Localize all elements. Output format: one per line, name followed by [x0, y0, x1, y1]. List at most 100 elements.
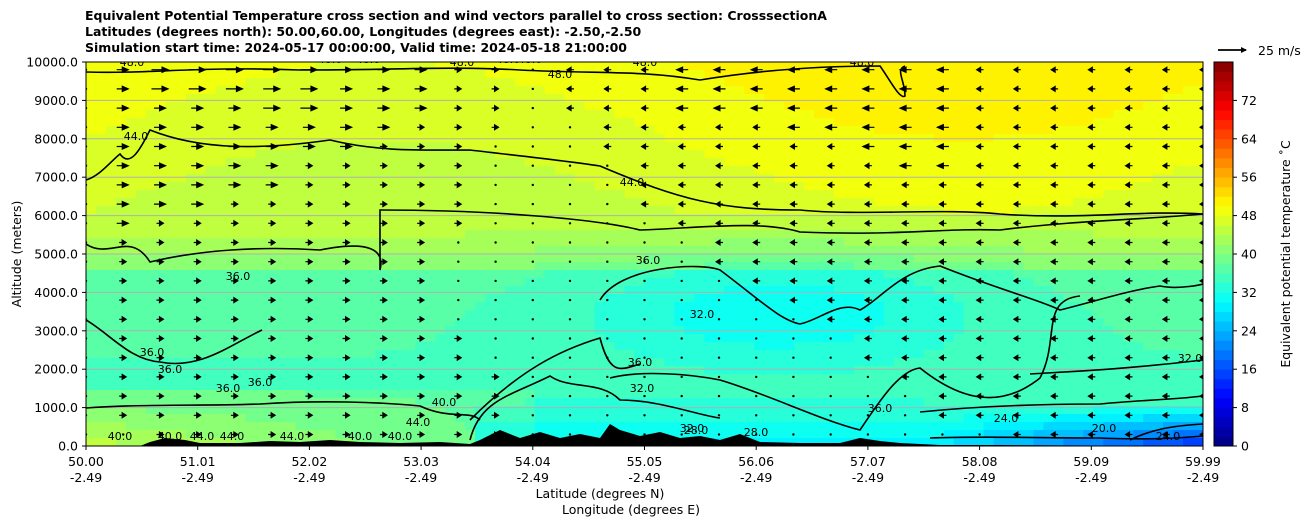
x-axis-label-2: Longitude (degrees E): [562, 502, 700, 517]
wind-vector: [643, 222, 646, 225]
colorbar-segment: [1214, 263, 1233, 274]
wind-vector: [1124, 181, 1133, 189]
wind-vector: [1161, 354, 1170, 362]
wind-vector: [342, 239, 351, 246]
wind-vector: [1124, 373, 1133, 381]
wind-vector: [715, 181, 723, 189]
wind-vector: [531, 298, 534, 302]
wind-vector: [305, 200, 314, 208]
wind-vector: [417, 143, 426, 150]
contour-line-10: [919, 395, 1203, 413]
wind-vector: [1124, 85, 1133, 93]
wind-vector: [454, 66, 463, 74]
wind-vector: [1050, 258, 1059, 266]
colorbar: 0 8 16 24 32 40 48 56 64 72: [1213, 61, 1257, 454]
wind-vector: [568, 164, 572, 167]
wind-vector: [228, 143, 242, 150]
wind-vector: [755, 394, 758, 398]
colorbar-segment: [1214, 100, 1233, 111]
x-tick-lat-6: 56.06: [738, 454, 774, 469]
wind-vector: [680, 375, 683, 379]
wind-vector: [752, 258, 761, 266]
x-axis: 50.00-2.4951.01-2.4952.02-2.4953.03-2.49…: [68, 446, 1221, 485]
wind-vector: [494, 337, 497, 340]
wind-vector: [454, 162, 463, 170]
wind-vector: [1012, 66, 1021, 74]
contour-line-1: [86, 128, 1203, 217]
wind-vector: [789, 200, 798, 208]
wind-vector: [1124, 335, 1133, 342]
colorbar-segment: [1214, 81, 1233, 92]
quiver-key: 25 m/s: [1218, 43, 1301, 58]
wind-vector: [903, 433, 907, 436]
wind-vector: [717, 356, 721, 359]
wind-vector: [342, 296, 351, 304]
wind-vector: [193, 258, 202, 266]
wind-vector: [1087, 373, 1096, 381]
wind-vector: [188, 66, 207, 74]
wind-vector: [824, 123, 838, 131]
wind-vector: [568, 145, 572, 148]
colorbar-segment: [1214, 398, 1233, 408]
wind-vector: [1087, 431, 1096, 438]
wind-vector: [417, 123, 426, 131]
contour-label-11: 36.0: [226, 270, 251, 283]
colorbar-segment: [1214, 388, 1233, 399]
wind-vector: [568, 279, 572, 283]
wind-vector: [342, 219, 351, 227]
wind-vector: [975, 181, 984, 189]
wind-vector: [1161, 296, 1170, 304]
wind-vector: [119, 296, 128, 304]
wind-vector: [230, 258, 239, 266]
wind-vector: [305, 258, 314, 266]
wind-vector: [938, 373, 947, 381]
wind-vector: [938, 315, 947, 323]
wind-vector: [863, 219, 872, 227]
wind-vector: [268, 373, 277, 381]
wind-vector: [606, 394, 609, 398]
contour-line-2: [86, 209, 1203, 271]
wind-vector: [752, 219, 761, 227]
wind-vector: [789, 296, 798, 304]
wind-vector: [789, 239, 798, 246]
wind-vector: [417, 181, 426, 189]
colorbar-segment: [1214, 273, 1233, 284]
contour-line-6: [609, 295, 1081, 431]
wind-vector: [715, 143, 723, 150]
wind-vector: [606, 164, 609, 167]
wind-vector: [494, 356, 497, 359]
wind-vector: [1124, 200, 1133, 208]
wind-vector: [156, 219, 165, 227]
wind-vector: [792, 318, 795, 321]
x-axis-label: Latitude (degrees N): [536, 486, 665, 501]
wind-vector: [417, 219, 426, 227]
wind-vector: [1012, 104, 1021, 112]
wind-vector: [154, 123, 167, 131]
y-tick-label-5: 5000.0: [34, 247, 78, 262]
wind-vector: [1012, 181, 1021, 189]
wind-vector: [863, 335, 872, 342]
wind-vector: [975, 162, 984, 170]
contour-line-12: [1129, 423, 1203, 441]
wind-vector: [755, 414, 758, 417]
wind-vector: [379, 373, 388, 381]
wind-vector: [755, 356, 758, 359]
wind-vector: [715, 219, 723, 227]
wind-vector: [941, 433, 944, 436]
wind-vector: [1199, 297, 1203, 303]
wind-vector: [156, 258, 165, 266]
wind-vector: [1124, 123, 1133, 131]
wind-vector: [531, 394, 534, 398]
wind-vector: [755, 298, 758, 302]
wind-vector: [531, 375, 534, 379]
wind-vector: [640, 162, 649, 170]
wind-vector: [606, 298, 609, 302]
wind-vector: [826, 219, 835, 227]
wind-vector: [901, 277, 910, 285]
wind-vector: [305, 181, 314, 189]
wind-vector: [901, 296, 910, 304]
contour-label-4: 48.0: [496, 53, 521, 66]
contour-label-2: 48.0: [356, 53, 381, 66]
wind-vector: [863, 277, 872, 285]
wind-vector: [417, 258, 426, 266]
